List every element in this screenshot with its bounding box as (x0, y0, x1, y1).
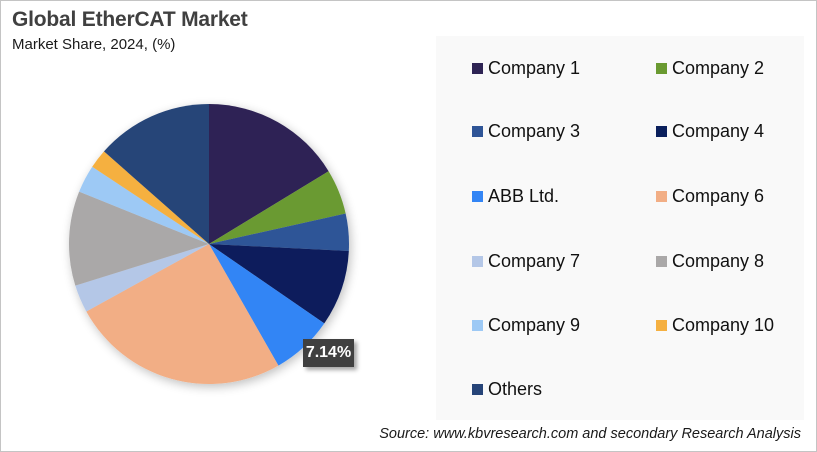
legend-item-company-10[interactable]: Company 10 (656, 315, 774, 336)
chart-subtitle: Market Share, 2024, (%) (12, 36, 176, 53)
legend-label: ABB Ltd. (488, 186, 560, 206)
legend-item-abb[interactable]: ABB Ltd. (472, 186, 559, 207)
pie-chart (60, 96, 360, 396)
legend-swatch (656, 126, 667, 137)
legend-label: Company 1 (488, 58, 581, 78)
pie-slice-others[interactable] (103, 104, 209, 244)
legend-swatch (472, 384, 483, 395)
legend-swatch (472, 63, 483, 74)
legend-swatch (472, 320, 483, 331)
legend-swatch (472, 256, 483, 267)
legend-label: Company 10 (672, 315, 775, 335)
legend-item-company-6[interactable]: Company 6 (656, 186, 764, 207)
legend-item-company-3[interactable]: Company 3 (472, 121, 580, 142)
pie-slice-company-9[interactable] (79, 166, 209, 244)
legend-swatch (472, 126, 483, 137)
legend-label: Company 3 (488, 121, 581, 141)
legend-label: Company 7 (488, 251, 581, 271)
legend-swatch (656, 320, 667, 331)
pie-slice-company-7[interactable] (75, 244, 209, 312)
chart-title: Global EtherCAT Market (12, 8, 248, 31)
legend-swatch (656, 191, 667, 202)
legend-label: Company 6 (672, 186, 765, 206)
legend-item-company-9[interactable]: Company 9 (472, 315, 580, 336)
legend-item-company-7[interactable]: Company 7 (472, 251, 580, 272)
legend-swatch (656, 256, 667, 267)
legend-swatch (656, 63, 667, 74)
legend-label: Others (488, 379, 543, 399)
pie-slice-abb-ltd[interactable] (209, 244, 325, 366)
pie-slice-company-10[interactable] (92, 151, 209, 244)
legend-label: Company 9 (488, 315, 581, 335)
legend: Company 1 Company 2 Company 3 Company 4 … (436, 36, 804, 420)
data-label-abb: 7.14% (303, 339, 354, 367)
legend-item-company-8[interactable]: Company 8 (656, 251, 764, 272)
pie-slice-company-4[interactable] (209, 244, 349, 324)
legend-item-company-2[interactable]: Company 2 (656, 58, 764, 79)
pie-slice-company-2[interactable] (209, 171, 346, 244)
legend-item-company-4[interactable]: Company 4 (656, 121, 764, 142)
pie-chart-svg (69, 104, 349, 385)
pie-slice-company-8[interactable] (69, 191, 209, 286)
legend-swatch (472, 191, 483, 202)
pie-slice-company-1[interactable] (209, 104, 329, 244)
legend-item-company-1[interactable]: Company 1 (472, 58, 580, 79)
legend-label: Company 8 (672, 251, 765, 271)
pie-slice-company-3[interactable] (209, 213, 349, 252)
legend-label: Company 2 (672, 58, 765, 78)
source-note: Source: www.kbvresearch.com and secondar… (379, 426, 801, 442)
pie-slice-company-6[interactable] (86, 244, 279, 385)
legend-item-others[interactable]: Others (472, 379, 542, 400)
legend-label: Company 4 (672, 121, 765, 141)
